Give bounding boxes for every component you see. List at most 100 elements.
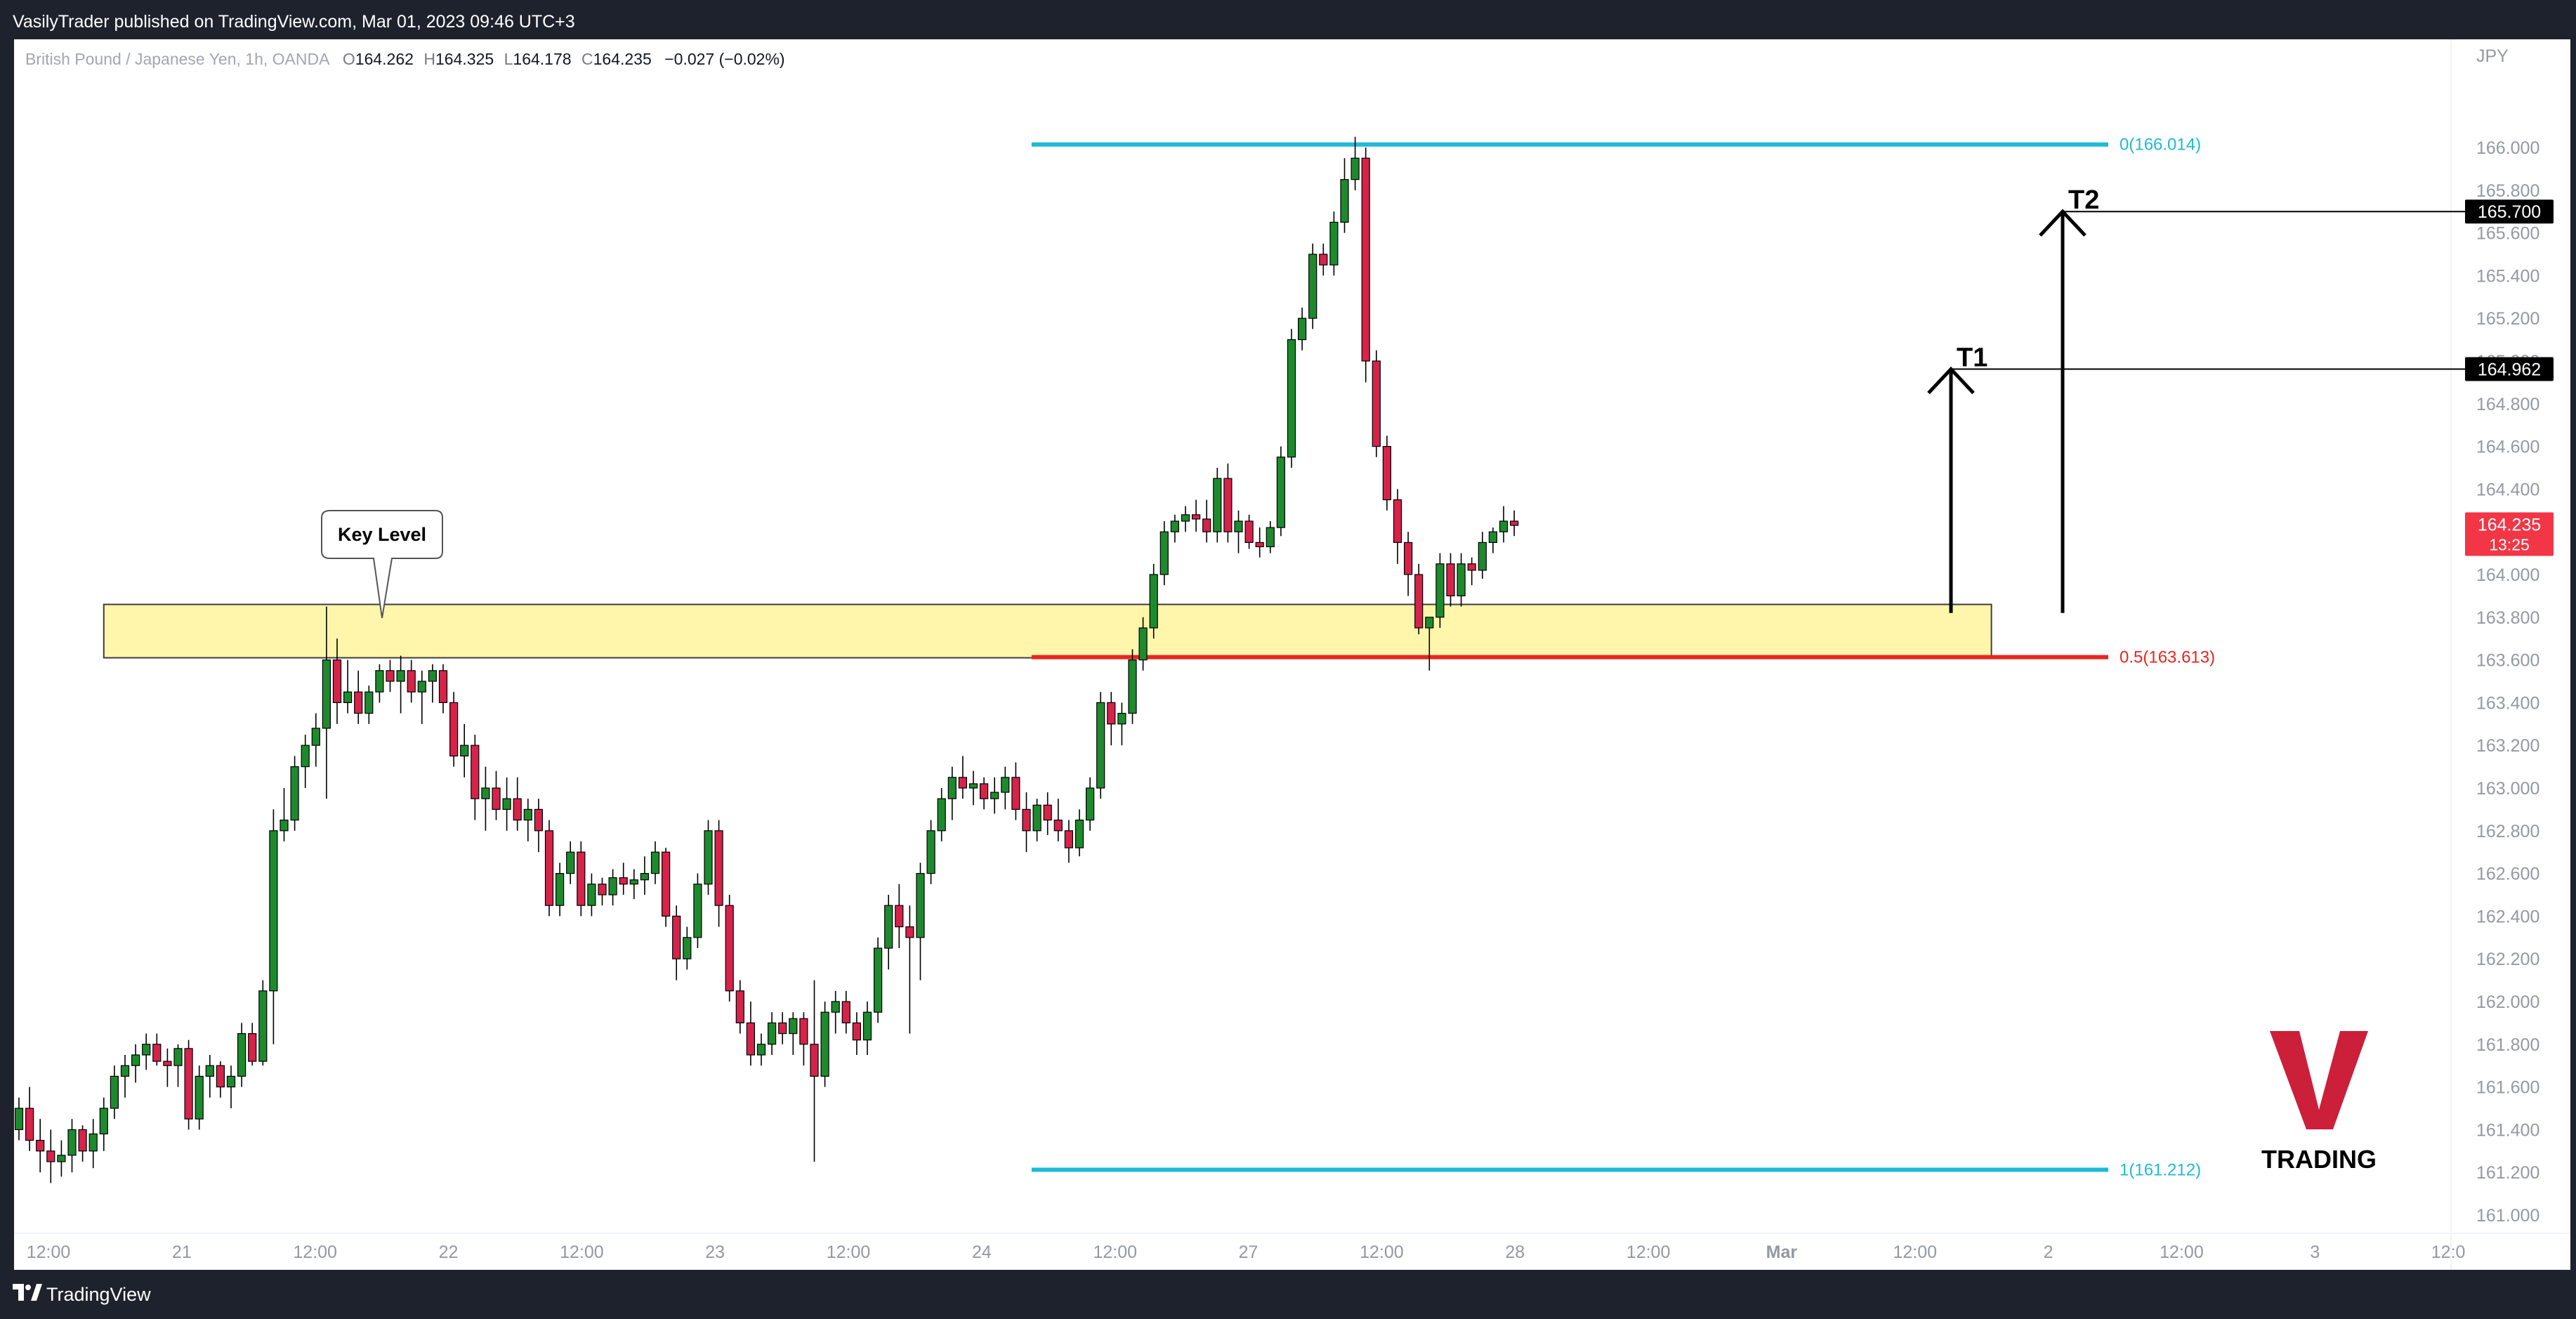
candle bbox=[650, 841, 660, 884]
candle-body bbox=[831, 1001, 840, 1013]
price-label-black: 164.962 bbox=[2465, 357, 2554, 381]
candle bbox=[884, 895, 893, 970]
candle bbox=[492, 770, 501, 820]
candle bbox=[131, 1044, 140, 1083]
fib-level-label: 0(166.014) bbox=[2120, 136, 2201, 155]
time-tick-label: 12:00 bbox=[27, 1242, 71, 1262]
candle bbox=[841, 990, 850, 1034]
candle bbox=[990, 777, 999, 814]
candle bbox=[513, 777, 522, 831]
candle bbox=[767, 1012, 777, 1055]
candle-body bbox=[142, 1044, 151, 1056]
v-logo-mark bbox=[2270, 1031, 2368, 1129]
candle-body bbox=[683, 937, 692, 959]
candle bbox=[1372, 350, 1381, 457]
candle bbox=[608, 869, 617, 906]
candle bbox=[799, 1012, 808, 1066]
candle bbox=[598, 877, 607, 906]
candle-body bbox=[841, 1001, 850, 1023]
price-tick-label: 163.600 bbox=[2476, 651, 2539, 671]
candle bbox=[1361, 147, 1370, 383]
candle-body bbox=[1425, 617, 1434, 629]
candle-body bbox=[1138, 627, 1148, 661]
candle bbox=[1085, 777, 1095, 831]
candle-body bbox=[449, 702, 459, 757]
candle-body bbox=[1329, 221, 1339, 265]
ohlc-legend: British Pound / Japanese Yen, 1h, OANDA … bbox=[25, 50, 785, 68]
candle-body bbox=[1414, 574, 1424, 629]
candle-body bbox=[1117, 712, 1126, 725]
candle bbox=[14, 1097, 24, 1141]
candle-body bbox=[36, 1139, 45, 1152]
candle bbox=[1117, 702, 1126, 746]
candle-body bbox=[979, 783, 989, 799]
candle-body bbox=[1159, 531, 1169, 575]
candle bbox=[1138, 617, 1148, 671]
candle-body bbox=[1499, 520, 1509, 532]
change-value: −0.027 (−0.02%) bbox=[664, 50, 784, 68]
candle-body bbox=[1446, 563, 1455, 596]
price-tick-label: 163.000 bbox=[2476, 779, 2539, 799]
key-level-callout[interactable]: Key Level bbox=[321, 510, 443, 619]
candle bbox=[1128, 649, 1137, 724]
candle bbox=[1276, 446, 1286, 537]
candle bbox=[1425, 617, 1434, 671]
candle-body bbox=[587, 884, 596, 906]
candle-body bbox=[1170, 520, 1180, 532]
candle bbox=[301, 735, 310, 788]
candle-body bbox=[926, 830, 935, 874]
candle bbox=[502, 777, 511, 831]
candle bbox=[555, 862, 565, 917]
candle-body bbox=[354, 691, 363, 714]
candle bbox=[587, 873, 596, 917]
candle-body bbox=[1043, 804, 1052, 821]
candle bbox=[1191, 499, 1201, 532]
target-lines: T1 T2 bbox=[1927, 185, 2465, 613]
candle-body bbox=[131, 1054, 140, 1066]
candle-body bbox=[629, 879, 638, 885]
price-label-box bbox=[2465, 199, 2554, 224]
candle bbox=[184, 1039, 193, 1130]
price-label-box bbox=[2465, 357, 2554, 381]
candle-body bbox=[513, 798, 522, 821]
price-axis[interactable]: 161.000 161.200 161.400 161.600 161.800 162.0… bbox=[2476, 138, 2539, 1226]
price-tick-label: 162.200 bbox=[2476, 950, 2539, 969]
candle bbox=[1213, 468, 1222, 543]
candle-body bbox=[1488, 531, 1497, 544]
candle-body bbox=[1085, 787, 1095, 821]
tradingview-brand[interactable]: TradingView bbox=[46, 1284, 151, 1305]
candle-body bbox=[661, 851, 671, 917]
published-header: VasilyTrader published on TradingView.co… bbox=[13, 12, 575, 32]
candle bbox=[1414, 563, 1424, 635]
candle-body bbox=[799, 1018, 808, 1045]
time-axis[interactable]: 12:00 21 12:00 22 12:00 23 12:00 24 12:00 27 12:00… bbox=[27, 1242, 2466, 1262]
candle-body bbox=[332, 659, 342, 703]
candle-body bbox=[778, 1022, 787, 1035]
candle bbox=[1223, 463, 1233, 543]
time-tick-label: 12:00 bbox=[1893, 1242, 1937, 1262]
candle-body bbox=[746, 1022, 756, 1056]
key-level-text: Key Level bbox=[338, 524, 426, 545]
time-tick-label: 21 bbox=[172, 1242, 192, 1262]
time-tick-label: 24 bbox=[972, 1242, 992, 1262]
fib-retracement[interactable]: 0(166.014) 0.5(163.613) 1(161.212) bbox=[1031, 136, 2215, 1180]
candle bbox=[1159, 521, 1169, 586]
candle-body bbox=[460, 744, 469, 756]
candle bbox=[280, 788, 289, 841]
candle bbox=[428, 664, 438, 703]
price-label-countdown: 13:25 bbox=[2489, 536, 2530, 554]
candle-body bbox=[704, 830, 713, 885]
price-label-box bbox=[2465, 512, 2554, 556]
price-label-text: 164.962 bbox=[2478, 360, 2541, 380]
price-tick-label: 163.200 bbox=[2476, 736, 2539, 756]
target-label: T1 bbox=[1957, 343, 1987, 373]
candle-body bbox=[1234, 520, 1243, 532]
close-label: C bbox=[581, 50, 593, 68]
candle-body bbox=[672, 915, 681, 959]
candle-body bbox=[555, 872, 565, 906]
candle bbox=[332, 638, 342, 724]
candle bbox=[173, 1044, 183, 1087]
close-value: 164.235 bbox=[593, 50, 652, 68]
